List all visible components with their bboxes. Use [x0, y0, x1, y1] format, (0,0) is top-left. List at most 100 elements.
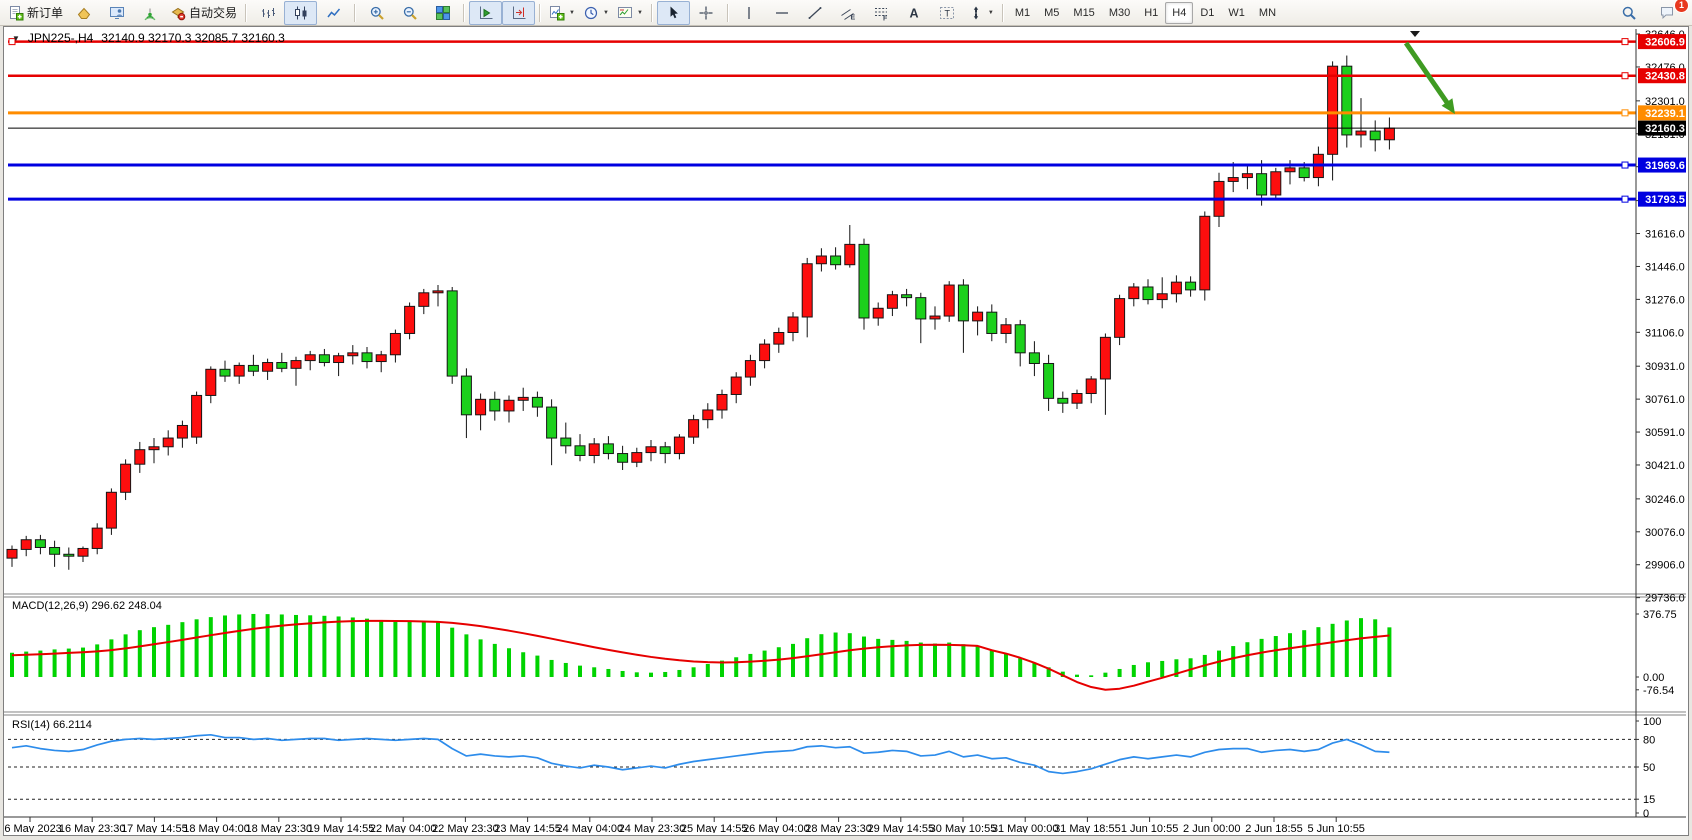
line-handle[interactable] [1621, 161, 1629, 169]
templates-button[interactable]: ▼ [613, 1, 647, 25]
price-tick-label: 30076.0 [1645, 527, 1685, 539]
rsi-line [11, 733, 1390, 775]
line-handle[interactable] [1621, 72, 1629, 80]
toolbar-separator [354, 3, 357, 22]
macd-histogram-bar [350, 617, 355, 677]
price-chart-canvas[interactable]: 32646.032476.032301.032131.031961.031786… [4, 27, 1686, 833]
timeframe-h1-button[interactable]: H1 [1144, 6, 1159, 19]
macd-histogram-bar [1302, 630, 1307, 677]
time-tick-label: 18 May 04:00 [183, 823, 250, 833]
chart-shift-button[interactable] [502, 0, 536, 25]
macd-histogram-bar [1174, 659, 1179, 677]
timeframe-d1-button[interactable]: D1 [1200, 6, 1215, 19]
time-tick-label: 23 May 14:55 [494, 823, 561, 833]
svg-text:32160.3: 32160.3 [1645, 123, 1685, 135]
timeframe-mn-button[interactable]: MN [1258, 6, 1277, 19]
chart-window[interactable]: ▼ JPN225-,H4 32140.9 32170.3 32085.7 321… [3, 26, 1689, 836]
candle-bearish [1028, 352, 1040, 364]
horizontal-line-button[interactable] [766, 1, 799, 25]
svg-text:F: F [883, 15, 888, 21]
notifications-button[interactable]: 1 [1651, 0, 1689, 25]
cursor-button[interactable] [656, 0, 690, 25]
arrows-button[interactable]: ▼ [964, 1, 998, 25]
candle-bullish [148, 446, 160, 451]
new-order-button[interactable]: 新订单 [4, 1, 67, 25]
price-tick-label: 31276.0 [1645, 294, 1685, 306]
indicators-icon [550, 5, 565, 20]
price-tick-label: 29736.0 [1645, 593, 1685, 605]
chevron-down-icon: ▼ [602, 9, 609, 16]
line-handle[interactable] [8, 38, 16, 46]
candle-bullish [375, 354, 387, 363]
macd-histogram-bar [365, 618, 369, 677]
toolbar-separator [1001, 3, 1004, 22]
line-handle[interactable] [1621, 38, 1629, 46]
chevron-down-icon[interactable]: ▼ [12, 33, 20, 43]
time-tick-label: 22 May 04:00 [370, 823, 437, 833]
candle-bullish [1156, 293, 1168, 301]
autotrading-button[interactable]: 自动交易 [166, 1, 241, 25]
line-handle[interactable] [1621, 195, 1629, 203]
candle-bearish [49, 546, 61, 555]
time-tick-label: 2 Jun 18:55 [1245, 823, 1303, 833]
profiles-button[interactable] [100, 1, 133, 25]
timeframe-m30-button[interactable]: M30 [1108, 6, 1131, 19]
new-chart-button[interactable] [67, 1, 100, 25]
macd-histogram-bar [1117, 668, 1122, 677]
crosshair-button[interactable] [690, 1, 723, 25]
price-tick-label: 30761.0 [1645, 394, 1685, 406]
timeframe-m1-button[interactable]: M1 [1014, 6, 1031, 19]
timeframe-w1-button[interactable]: W1 [1228, 6, 1245, 19]
periods-button[interactable]: ▼ [579, 1, 613, 25]
text-label-button[interactable]: T [931, 1, 964, 25]
fibonacci-button[interactable]: F [865, 1, 898, 25]
tile-windows-button[interactable] [426, 1, 459, 25]
macd-histogram-bar [578, 665, 582, 677]
zoom-in-button[interactable] [360, 1, 393, 25]
vertical-line-icon [748, 6, 751, 19]
auto-scroll-button[interactable] [469, 0, 503, 25]
signals-button[interactable] [133, 1, 166, 25]
macd-histogram-bar [379, 619, 384, 677]
vertical-line-button[interactable] [733, 1, 766, 25]
indicators-button[interactable]: ▼ [545, 1, 579, 25]
profiles-icon [109, 6, 124, 19]
candle-bullish [162, 437, 174, 448]
line-chart-button[interactable] [317, 1, 350, 25]
macd-layer [10, 613, 1392, 691]
candle-bullish [304, 354, 316, 362]
rsi-name: RSI(14) [12, 719, 50, 731]
candle-bullish [588, 443, 600, 456]
candle-bullish [1383, 127, 1395, 141]
candle-bullish [134, 449, 146, 465]
crosshair-icon [699, 6, 713, 19]
time-tick-label: 18 May 23:30 [245, 823, 312, 833]
svg-text:31793.5: 31793.5 [1645, 194, 1685, 206]
trend-arrow-line[interactable] [1403, 41, 1451, 106]
macd-histogram-bar [1359, 618, 1363, 677]
search-button[interactable] [1612, 1, 1645, 25]
toolbar-separator [650, 3, 653, 22]
macd-histogram-bar [748, 653, 753, 677]
candle-bullish [1000, 324, 1012, 334]
timeframe-m15-button[interactable]: M15 [1073, 6, 1095, 19]
bar-chart-button[interactable] [251, 1, 284, 25]
equidistant-channel-button[interactable]: E [832, 1, 865, 25]
macd-histogram-bar [1316, 627, 1321, 677]
trendline-button[interactable] [799, 1, 832, 25]
line-handle[interactable] [1621, 109, 1629, 117]
macd-histogram-bar [1344, 620, 1349, 677]
ohlc-quote: 32140.9 32170.3 32085.7 32160.3 [101, 31, 285, 45]
candlestick-button[interactable] [284, 0, 318, 25]
time-tick-label: 28 May 23:30 [805, 823, 872, 833]
macd-histogram-bar [989, 650, 994, 677]
zoom-out-button[interactable] [393, 1, 426, 25]
timeframe-m5-button[interactable]: M5 [1044, 6, 1060, 19]
trend-arrow-head [1441, 98, 1455, 114]
timeframe-h4-button[interactable]: H4 [1165, 1, 1194, 24]
macd-histogram-bar [180, 622, 185, 677]
toolbar-separator [726, 3, 729, 22]
macd-histogram-bar [194, 619, 199, 677]
text-button[interactable]: A [898, 1, 931, 25]
macd-histogram-bar [478, 639, 483, 677]
